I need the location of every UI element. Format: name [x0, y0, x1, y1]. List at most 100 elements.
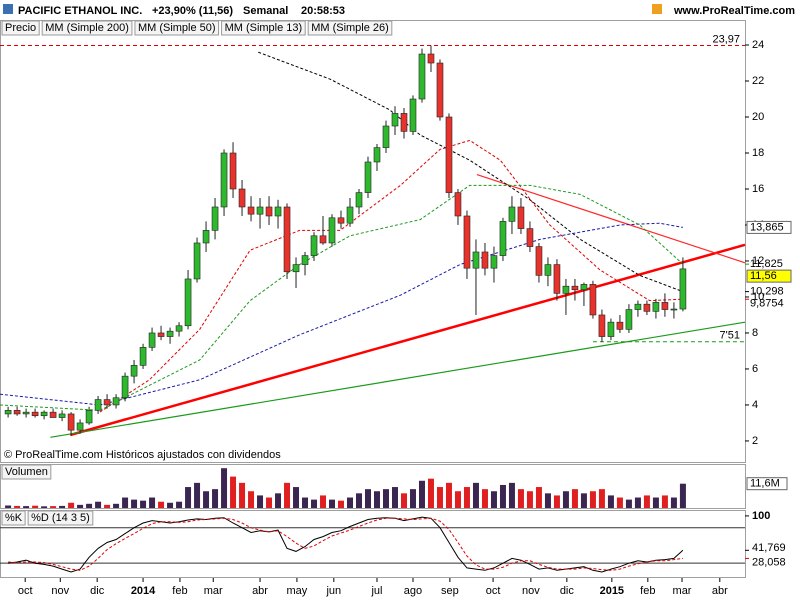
- candle-body: [229, 152, 237, 190]
- candle-body: [373, 147, 381, 163]
- volume-bar: [391, 487, 398, 508]
- candle-body: [607, 321, 615, 337]
- legend-box: [221, 20, 306, 36]
- candle-body: [310, 235, 318, 256]
- candle-body: [130, 365, 138, 377]
- candle-body: [391, 113, 399, 127]
- volume-bar: [221, 468, 228, 508]
- candle-body: [175, 325, 183, 332]
- candle-body: [616, 321, 624, 330]
- moving-average: [0, 222, 683, 406]
- volume-bar: [275, 493, 282, 508]
- volume-bar: [580, 493, 587, 508]
- trend-line: [69, 243, 746, 437]
- x-tick-label: jun: [325, 585, 341, 597]
- candle-body: [643, 303, 651, 312]
- volume-bar: [445, 482, 452, 508]
- volume-bar: [176, 501, 183, 508]
- candle-body: [517, 206, 525, 229]
- menu-icon[interactable]: [3, 4, 13, 14]
- y-tick-label: 24: [752, 39, 764, 51]
- candle-body: [49, 411, 57, 418]
- x-tick-label: nov: [51, 585, 69, 597]
- x-tick-label: mar: [673, 585, 692, 597]
- volume-bar: [679, 483, 686, 508]
- candle-body: [571, 285, 579, 291]
- volume-bar: [418, 480, 425, 508]
- candle-body: [76, 422, 84, 431]
- x-tick-label: abr: [252, 585, 268, 597]
- legend-box: [1, 510, 26, 526]
- candle-body: [148, 332, 156, 348]
- volume-bar: [634, 497, 641, 508]
- candle-body: [112, 397, 120, 406]
- x-tick-label: oct: [18, 585, 33, 597]
- candle-body: [553, 264, 561, 294]
- y-tick-label: 10: [752, 291, 764, 303]
- y-tick-label: 2: [752, 435, 758, 447]
- candle-body: [508, 206, 516, 222]
- oscillator-panel: [0, 510, 746, 578]
- value-label: 41,769: [752, 542, 786, 554]
- candle-body: [427, 53, 435, 64]
- candle-body: [436, 62, 444, 118]
- candle-body: [157, 332, 165, 337]
- legend-entry: %D (14 3 5): [31, 512, 90, 524]
- volume-bar: [86, 503, 93, 508]
- volume-bar: [526, 491, 533, 508]
- y-tick-label: 18: [752, 147, 764, 159]
- volume-bar: [257, 495, 264, 508]
- x-tick-label: feb: [640, 585, 655, 597]
- volume-bar: [463, 487, 470, 508]
- candle-body: [580, 284, 588, 291]
- x-tick-label: 2014: [131, 585, 156, 597]
- time: 20:58:53: [301, 5, 345, 17]
- legend-box: [41, 20, 133, 36]
- x-tick-label: may: [287, 585, 308, 597]
- candle-body: [526, 228, 534, 247]
- candle-body: [139, 347, 147, 366]
- candle-body: [472, 251, 480, 269]
- volume-bar: [661, 495, 668, 508]
- volume-bar: [499, 484, 506, 508]
- volume-bar: [535, 487, 542, 508]
- volume-bar: [373, 491, 380, 508]
- volume-bar: [311, 499, 318, 508]
- reference-label: 23,97: [712, 33, 740, 45]
- volume-bar: [508, 482, 515, 508]
- candle-body: [31, 411, 39, 417]
- legend-entry: %K: [5, 512, 23, 524]
- candle-body: [337, 217, 345, 224]
- volume-bar: [95, 501, 102, 508]
- legend-box: [134, 20, 220, 36]
- volume-bar: [409, 489, 416, 508]
- candle-body: [400, 113, 408, 132]
- volume-bar: [562, 491, 569, 508]
- volume-bar: [625, 499, 632, 508]
- info-icon[interactable]: [652, 4, 662, 14]
- volume-bar: [41, 506, 48, 508]
- legend-box: [1, 464, 52, 480]
- y-tick-label: 22: [752, 75, 764, 87]
- candle-body: [301, 255, 309, 265]
- price-label: 13,865: [750, 221, 784, 233]
- legend-entry: MM (Simple 50): [138, 22, 216, 34]
- volume-bar: [167, 502, 174, 508]
- candle-body: [292, 264, 300, 273]
- candle-body: [274, 206, 282, 217]
- candle-body: [346, 206, 354, 224]
- candle-body: [418, 53, 426, 100]
- price-label: 11,56: [750, 270, 777, 282]
- candle-body: [247, 206, 255, 215]
- candle-body: [364, 161, 372, 193]
- panel-title: Volumen: [5, 466, 48, 478]
- value-label: 28,058: [752, 556, 786, 568]
- site: www.ProRealTime.com: [673, 5, 795, 17]
- x-tick-label: mar: [204, 585, 223, 597]
- volume-bar: [454, 491, 461, 508]
- period: Semanal: [243, 5, 288, 17]
- volume-bar: [239, 482, 246, 508]
- volume-bar: [131, 499, 138, 508]
- volume-bar: [149, 497, 156, 508]
- candle-body: [679, 268, 687, 310]
